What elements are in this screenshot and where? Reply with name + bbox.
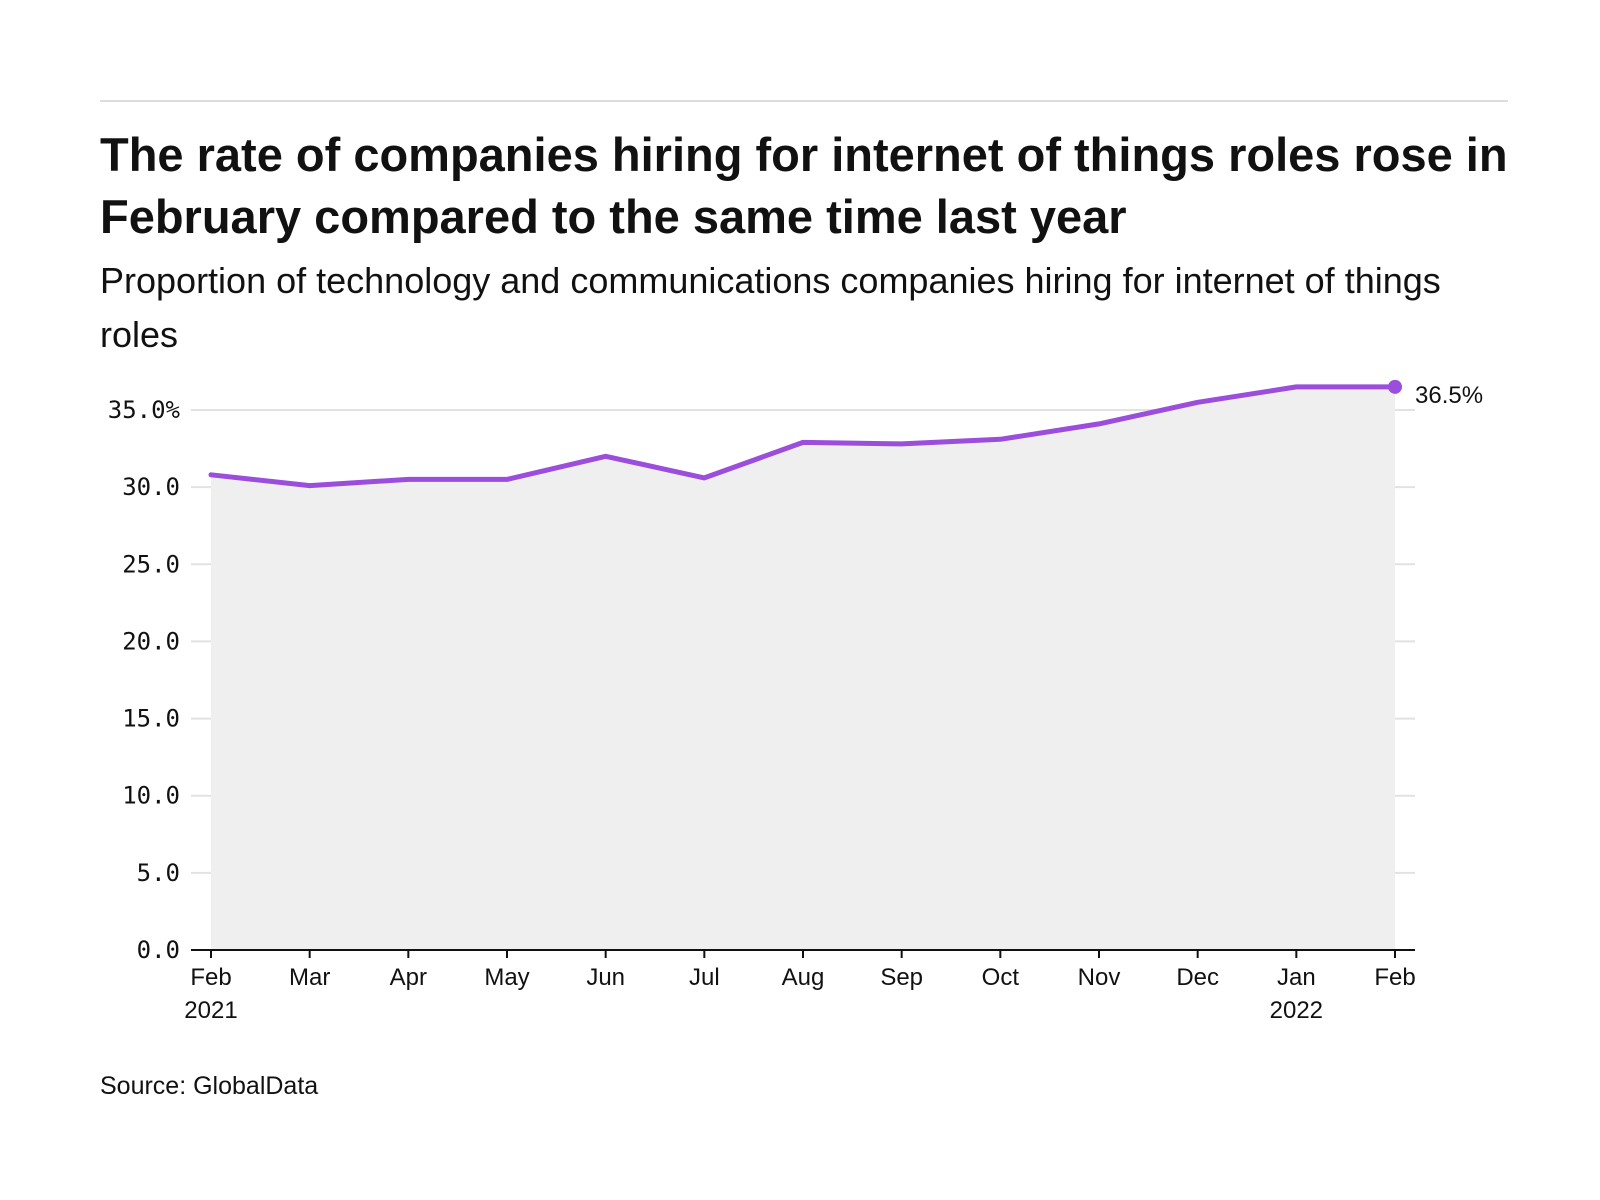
area-fill [211, 386, 1395, 950]
x-axis [191, 949, 1415, 958]
x-tick-label: 2022 [1270, 997, 1323, 1024]
y-tick-label: 10.0 [122, 782, 180, 810]
x-tick-label: Oct [982, 964, 1020, 991]
end-value-label: 36.5% [1415, 382, 1483, 409]
x-tick-label: Feb [1374, 964, 1415, 991]
y-tick-label: 5.0 [137, 859, 180, 887]
x-tick-label: Nov [1078, 964, 1121, 991]
end-point-marker [1388, 379, 1402, 394]
x-tick-label: Dec [1176, 964, 1219, 991]
x-tick-label: Jul [689, 964, 720, 991]
y-tick-label: 15.0 [122, 705, 180, 733]
x-tick-label: 2021 [184, 997, 237, 1024]
x-tick-label: Aug [782, 964, 825, 991]
series-line-layer [208, 379, 1402, 489]
x-axis-ticks: Feb 2021 Mar Apr May Jun Jul Aug Sep Oct Nov Dec Jan… [184, 964, 1415, 1024]
area-fill-layer [211, 386, 1395, 950]
chart-subtitle: Proportion of technology and communicati… [100, 260, 1441, 355]
y-axis-ticks: 0.0 5.0 10.0 15.0 20.0 25.0 30.0 35.0% [108, 396, 181, 964]
source-note: Source: GlobalData [100, 1072, 319, 1100]
x-tick-label: Apr [390, 964, 427, 991]
x-tick-label: Mar [289, 964, 330, 991]
x-tick-label: May [484, 964, 529, 991]
y-tick-label: 25.0 [122, 550, 180, 578]
x-tick-label: Jun [586, 964, 625, 991]
y-tick-label: 35.0% [108, 396, 181, 424]
chart-title: The rate of companies hiring for interne… [100, 128, 1508, 243]
series-line [208, 384, 1398, 489]
top-divider [100, 100, 1508, 102]
x-tick-label: Feb [190, 964, 231, 991]
y-tick-label: 20.0 [122, 627, 180, 655]
y-tick-label: 0.0 [137, 936, 180, 964]
y-tick-label: 30.0 [122, 473, 180, 501]
x-tick-label: Sep [880, 964, 923, 991]
x-tick-label: Jan [1277, 964, 1316, 991]
data-label-layer: 36.5% [1415, 382, 1483, 409]
